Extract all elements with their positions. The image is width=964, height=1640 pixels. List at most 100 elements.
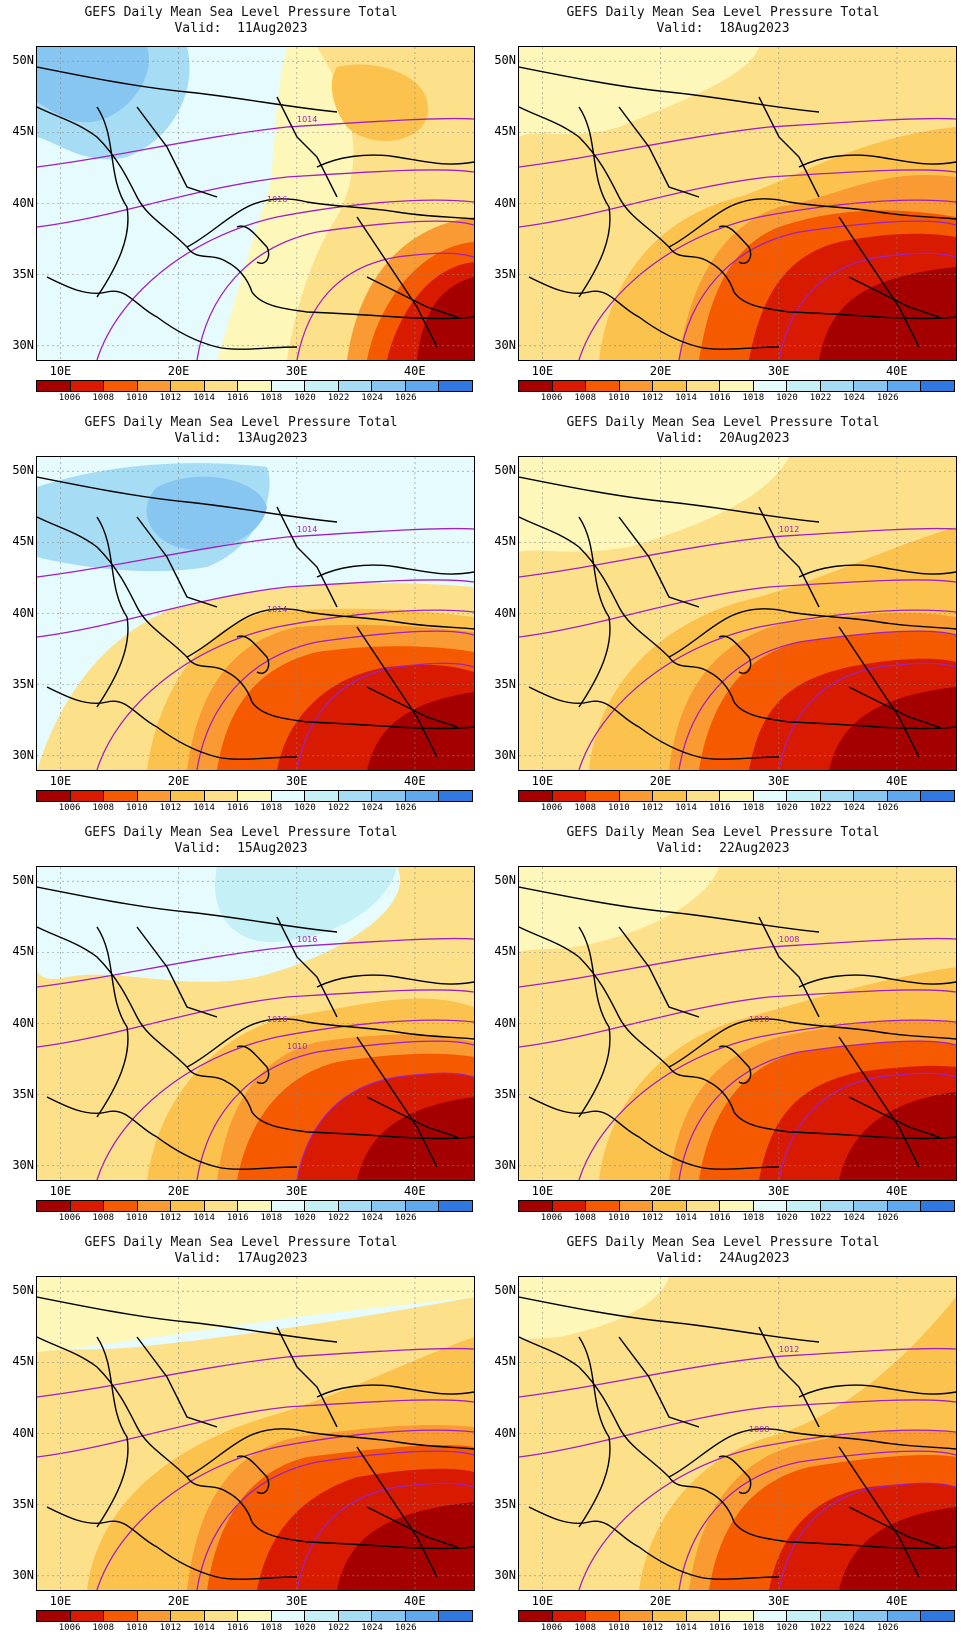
isobar-line <box>778 1072 956 1180</box>
longitude-label: 40E <box>885 364 908 378</box>
colorbar-label: 1022 <box>809 393 832 403</box>
isobar-line <box>519 579 956 638</box>
coastline-border <box>848 686 940 728</box>
pressure-shaded-area <box>519 47 759 137</box>
pressure-shaded-area <box>337 1502 474 1590</box>
colorbar-label: 1008 <box>574 803 597 813</box>
latitude-label: 45N <box>12 944 34 959</box>
coastline-border <box>838 626 920 758</box>
isobar-line <box>519 937 956 988</box>
colorbar-swatch <box>137 381 172 391</box>
colorbar <box>36 1610 473 1622</box>
colorbar-label: 1024 <box>361 1213 383 1223</box>
coastline-border <box>236 635 270 674</box>
colorbar-label: 1018 <box>742 803 765 813</box>
colorbar-label: 1014 <box>193 1623 215 1633</box>
coastline-border <box>316 974 474 988</box>
coastline-border <box>356 626 438 758</box>
colorbar-labels: 1006 1008 1010 1012 1014 1016 1018 1020 1022 1024… <box>36 803 473 815</box>
latitude-label: 30N <box>494 1157 516 1172</box>
latitude-label: 50N <box>12 1283 34 1298</box>
colorbar <box>518 1610 955 1622</box>
colorbar-swatch <box>619 791 654 801</box>
coastline-border <box>316 154 474 168</box>
colorbar-label: 1018 <box>260 1213 283 1223</box>
colorbar-swatch <box>439 791 472 801</box>
colorbar-label: 1026 <box>394 393 417 403</box>
longitude-label: 20E <box>649 364 672 378</box>
longitude-label: 10E <box>531 1184 554 1198</box>
pressure-shaded-area <box>519 1277 669 1339</box>
pressure-field-svg: 1012 1008 <box>519 1277 956 1590</box>
colorbar-swatch <box>405 1201 440 1211</box>
latitude-label: 50N <box>12 53 34 68</box>
map-panel: GEFS Daily Mean Sea Level Pressure Total… <box>482 410 964 820</box>
colorbar-label: 1012 <box>159 1623 182 1633</box>
isobar-label: 1014 <box>297 115 317 124</box>
colorbar-swatch <box>372 1201 406 1211</box>
colorbar-label: 1024 <box>361 1623 383 1633</box>
colorbar-swatch <box>720 1201 754 1211</box>
colorbar-labels: 1006 1008 1010 1012 1014 1016 1018 1020 1022 1024… <box>36 1623 473 1635</box>
coastline-border <box>37 476 338 523</box>
panel-title: GEFS Daily Mean Sea Level Pressure Total <box>566 1235 880 1250</box>
panel-valid-date: Valid: 11Aug2023 <box>174 21 308 36</box>
colorbar-swatch <box>552 791 587 801</box>
colorbar-swatch <box>137 1201 172 1211</box>
colorbar-swatch <box>439 381 472 391</box>
longitude-label: 10E <box>49 1184 72 1198</box>
coastline-border <box>186 1428 474 1478</box>
colorbar-swatch <box>204 1611 239 1621</box>
colorbar-label: 1016 <box>226 803 249 813</box>
latitude-label: 50N <box>494 53 516 68</box>
isobar-line <box>96 1429 474 1590</box>
colorbar-label: 1006 <box>58 1213 81 1223</box>
colorbar-swatch <box>887 791 922 801</box>
coastline-border <box>37 1296 338 1343</box>
coastline-border <box>96 516 129 708</box>
pressure-field-svg: 1008 1010 <box>519 867 956 1180</box>
coastline-border <box>96 926 129 1118</box>
isobar-line <box>778 662 956 770</box>
longitude-label: 20E <box>649 1184 672 1198</box>
colorbar-swatch <box>171 1201 205 1211</box>
colorbar-label: 1012 <box>641 803 664 813</box>
latitude-label: 45N <box>12 124 34 139</box>
colorbar-swatch <box>753 1611 788 1621</box>
pressure-shaded-area <box>215 867 397 943</box>
latitude-label: 45N <box>12 1354 34 1369</box>
coastline-border <box>618 926 700 1018</box>
pressure-field-svg: 1014 1014 <box>37 457 474 770</box>
colorbar-swatch <box>686 1611 721 1621</box>
isobar-line <box>37 169 474 228</box>
pressure-map <box>518 46 957 361</box>
longitude-label: 30E <box>285 1184 308 1198</box>
colorbar-label: 1006 <box>540 393 563 403</box>
coastline-border <box>136 1336 218 1428</box>
colorbar-label: 1014 <box>675 1623 697 1633</box>
panel-valid-date: Valid: 22Aug2023 <box>656 841 790 856</box>
colorbar-label: 1018 <box>742 1213 765 1223</box>
coastline-border <box>578 516 611 708</box>
colorbar-swatch <box>204 791 239 801</box>
panel-title: GEFS Daily Mean Sea Level Pressure Total <box>566 5 880 20</box>
coastline-border <box>276 916 338 1018</box>
colorbar-label: 1012 <box>159 1213 182 1223</box>
colorbar-swatch <box>787 1201 821 1211</box>
pressure-shaded-area <box>519 867 719 952</box>
colorbar-swatch <box>70 791 105 801</box>
colorbar-swatch <box>552 1201 587 1211</box>
colorbar-swatch <box>305 1611 339 1621</box>
coastline-border <box>838 216 920 348</box>
isobar-line <box>96 609 474 770</box>
latitude-label: 35N <box>12 266 34 281</box>
colorbar-swatch <box>271 381 306 391</box>
coastline-border <box>668 608 956 658</box>
latitude-label: 30N <box>12 1567 34 1582</box>
colorbar-label: 1016 <box>708 1213 731 1223</box>
latitude-label: 45N <box>12 534 34 549</box>
panel-valid-date: Valid: 17Aug2023 <box>174 1251 308 1266</box>
colorbar-label: 1022 <box>809 1213 832 1223</box>
colorbar-swatch <box>519 791 553 801</box>
colorbar-swatch <box>37 1611 71 1621</box>
